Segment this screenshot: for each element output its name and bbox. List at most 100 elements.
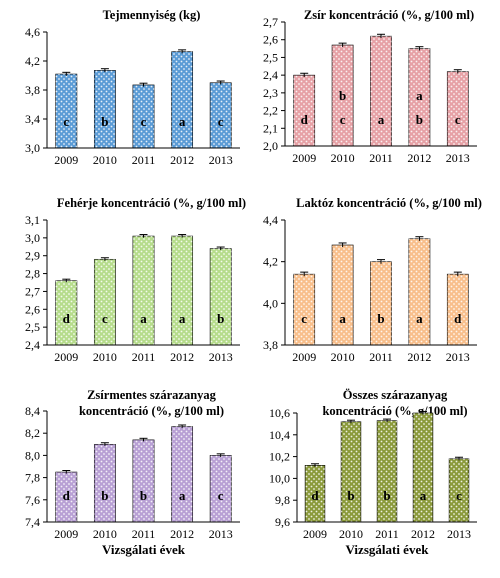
significance-letter: d — [63, 488, 71, 503]
significance-letter: c — [456, 488, 462, 503]
y-tick-label: 2,3 — [263, 86, 278, 100]
x-tick-label: 2012 — [407, 151, 431, 165]
chart-panel-5: Zsírmentes szárazanyag koncentráció (%, g… — [25, 388, 240, 557]
significance-letter: a — [416, 88, 423, 103]
y-tick-label: 2,8 — [25, 267, 40, 281]
x-tick-label: 2009 — [303, 527, 327, 541]
chart-title: koncentráció (%, g/100 ml) — [322, 404, 467, 418]
significance-letter: b — [383, 488, 390, 503]
bar-texture — [408, 238, 430, 345]
x-tick-label: 2011 — [132, 527, 156, 541]
x-tick-label: 2010 — [339, 527, 363, 541]
x-tick-label: 2013 — [209, 153, 233, 167]
x-tick-label: 2011 — [132, 350, 156, 364]
chart-title: Összes szárazanyag — [343, 388, 448, 402]
significance-letter: a — [179, 311, 186, 326]
y-tick-label: 2,0 — [263, 139, 278, 153]
y-tick-label: 2,7 — [25, 284, 40, 298]
y-tick-label: 2,2 — [263, 104, 278, 118]
significance-letter: c — [301, 311, 307, 326]
y-tick-label: 3,4 — [25, 112, 40, 126]
bar-texture — [132, 84, 155, 148]
chart-title: Fehérje koncentráció (%, g/100 ml) — [57, 196, 246, 210]
x-tick-label: 2012 — [411, 527, 435, 541]
x-tick-label: 2010 — [331, 151, 355, 165]
y-tick-label: 10,0 — [269, 471, 290, 485]
bar-texture — [341, 421, 361, 522]
x-tick-label: 2010 — [93, 527, 117, 541]
y-tick-label: 4,6 — [25, 25, 40, 39]
x-tick-label: 2013 — [446, 151, 470, 165]
y-tick-label: 2,4 — [25, 338, 40, 352]
x-tick-label: 2009 — [54, 350, 78, 364]
x-tick-label: 2010 — [93, 153, 117, 167]
bar-texture — [413, 413, 433, 522]
significance-letter: b — [101, 488, 108, 503]
y-tick-label: 2,6 — [25, 302, 40, 316]
significance-letter: d — [311, 488, 319, 503]
y-tick-label: 10,2 — [269, 450, 290, 464]
x-tick-label: 2011 — [369, 350, 393, 364]
x-tick-label: 2011 — [375, 527, 399, 541]
significance-letter: a — [339, 311, 346, 326]
bar-texture — [132, 236, 155, 345]
significance-letter: c — [340, 112, 346, 127]
y-tick-label: 7,8 — [25, 471, 40, 485]
significance-letter: c — [218, 488, 224, 503]
y-tick-label: 2,6 — [263, 33, 278, 47]
significance-letter: b — [416, 112, 423, 127]
x-tick-label: 2012 — [407, 350, 431, 364]
x-axis-title: Vizsgálati évek — [102, 542, 186, 557]
chart-title: Zsírmentes szárazanyag — [87, 388, 217, 402]
y-tick-label: 9,8 — [275, 493, 290, 507]
significance-letter: a — [416, 311, 423, 326]
y-tick-label: 2,7 — [263, 15, 278, 29]
bar-texture — [55, 74, 77, 148]
significance-letter: b — [377, 311, 384, 326]
x-tick-label: 2009 — [54, 153, 78, 167]
x-tick-label: 2010 — [93, 350, 117, 364]
x-tick-label: 2010 — [331, 350, 355, 364]
bar-texture — [210, 82, 232, 148]
significance-letter: d — [454, 311, 462, 326]
x-tick-label: 2013 — [446, 350, 470, 364]
bar-texture — [449, 458, 469, 522]
bar-texture — [370, 261, 392, 345]
y-tick-label: 8,2 — [25, 426, 40, 440]
y-tick-label: 2,4 — [263, 68, 278, 82]
bar-texture — [447, 71, 469, 146]
significance-letter: a — [179, 488, 186, 503]
chart-panel-6: Összes szárazanyag koncentráció (%, g/100… — [269, 388, 477, 557]
chart-panel-3: Fehérje koncentráció (%, g/100 ml) 2,4 2,5… — [25, 196, 246, 364]
y-tick-label: 2,1 — [263, 121, 278, 135]
chart-title: koncentráció (%, g/100 ml) — [79, 404, 224, 418]
significance-letter: a — [378, 112, 385, 127]
x-tick-label: 2011 — [369, 151, 393, 165]
bar-texture — [94, 259, 116, 345]
significance-letter: c — [63, 114, 69, 129]
x-tick-label: 2009 — [292, 151, 316, 165]
significance-letter: b — [101, 114, 108, 129]
chart-title: Tejmennyiség (kg) — [103, 8, 201, 22]
x-tick-label: 2012 — [170, 527, 194, 541]
y-tick-label: 2,9 — [25, 249, 40, 263]
bar-texture — [55, 472, 77, 522]
x-tick-label: 2012 — [170, 153, 194, 167]
significance-letter: c — [141, 114, 147, 129]
x-tick-label: 2009 — [54, 527, 78, 541]
y-tick-label: 8,4 — [25, 404, 40, 418]
x-tick-label: 2009 — [292, 350, 316, 364]
bar-texture — [370, 36, 392, 146]
bar-texture — [293, 75, 315, 146]
y-tick-label: 8,0 — [25, 448, 40, 462]
y-tick-label: 3,8 — [263, 338, 278, 352]
y-tick-label: 4,4 — [263, 213, 278, 227]
significance-letter: c — [455, 112, 461, 127]
y-tick-label: 2,5 — [25, 320, 40, 334]
bar-texture — [94, 70, 116, 148]
significance-letter: b — [347, 488, 354, 503]
bar-texture — [293, 274, 315, 345]
significance-letter: a — [420, 488, 427, 503]
x-tick-label: 2011 — [132, 153, 156, 167]
